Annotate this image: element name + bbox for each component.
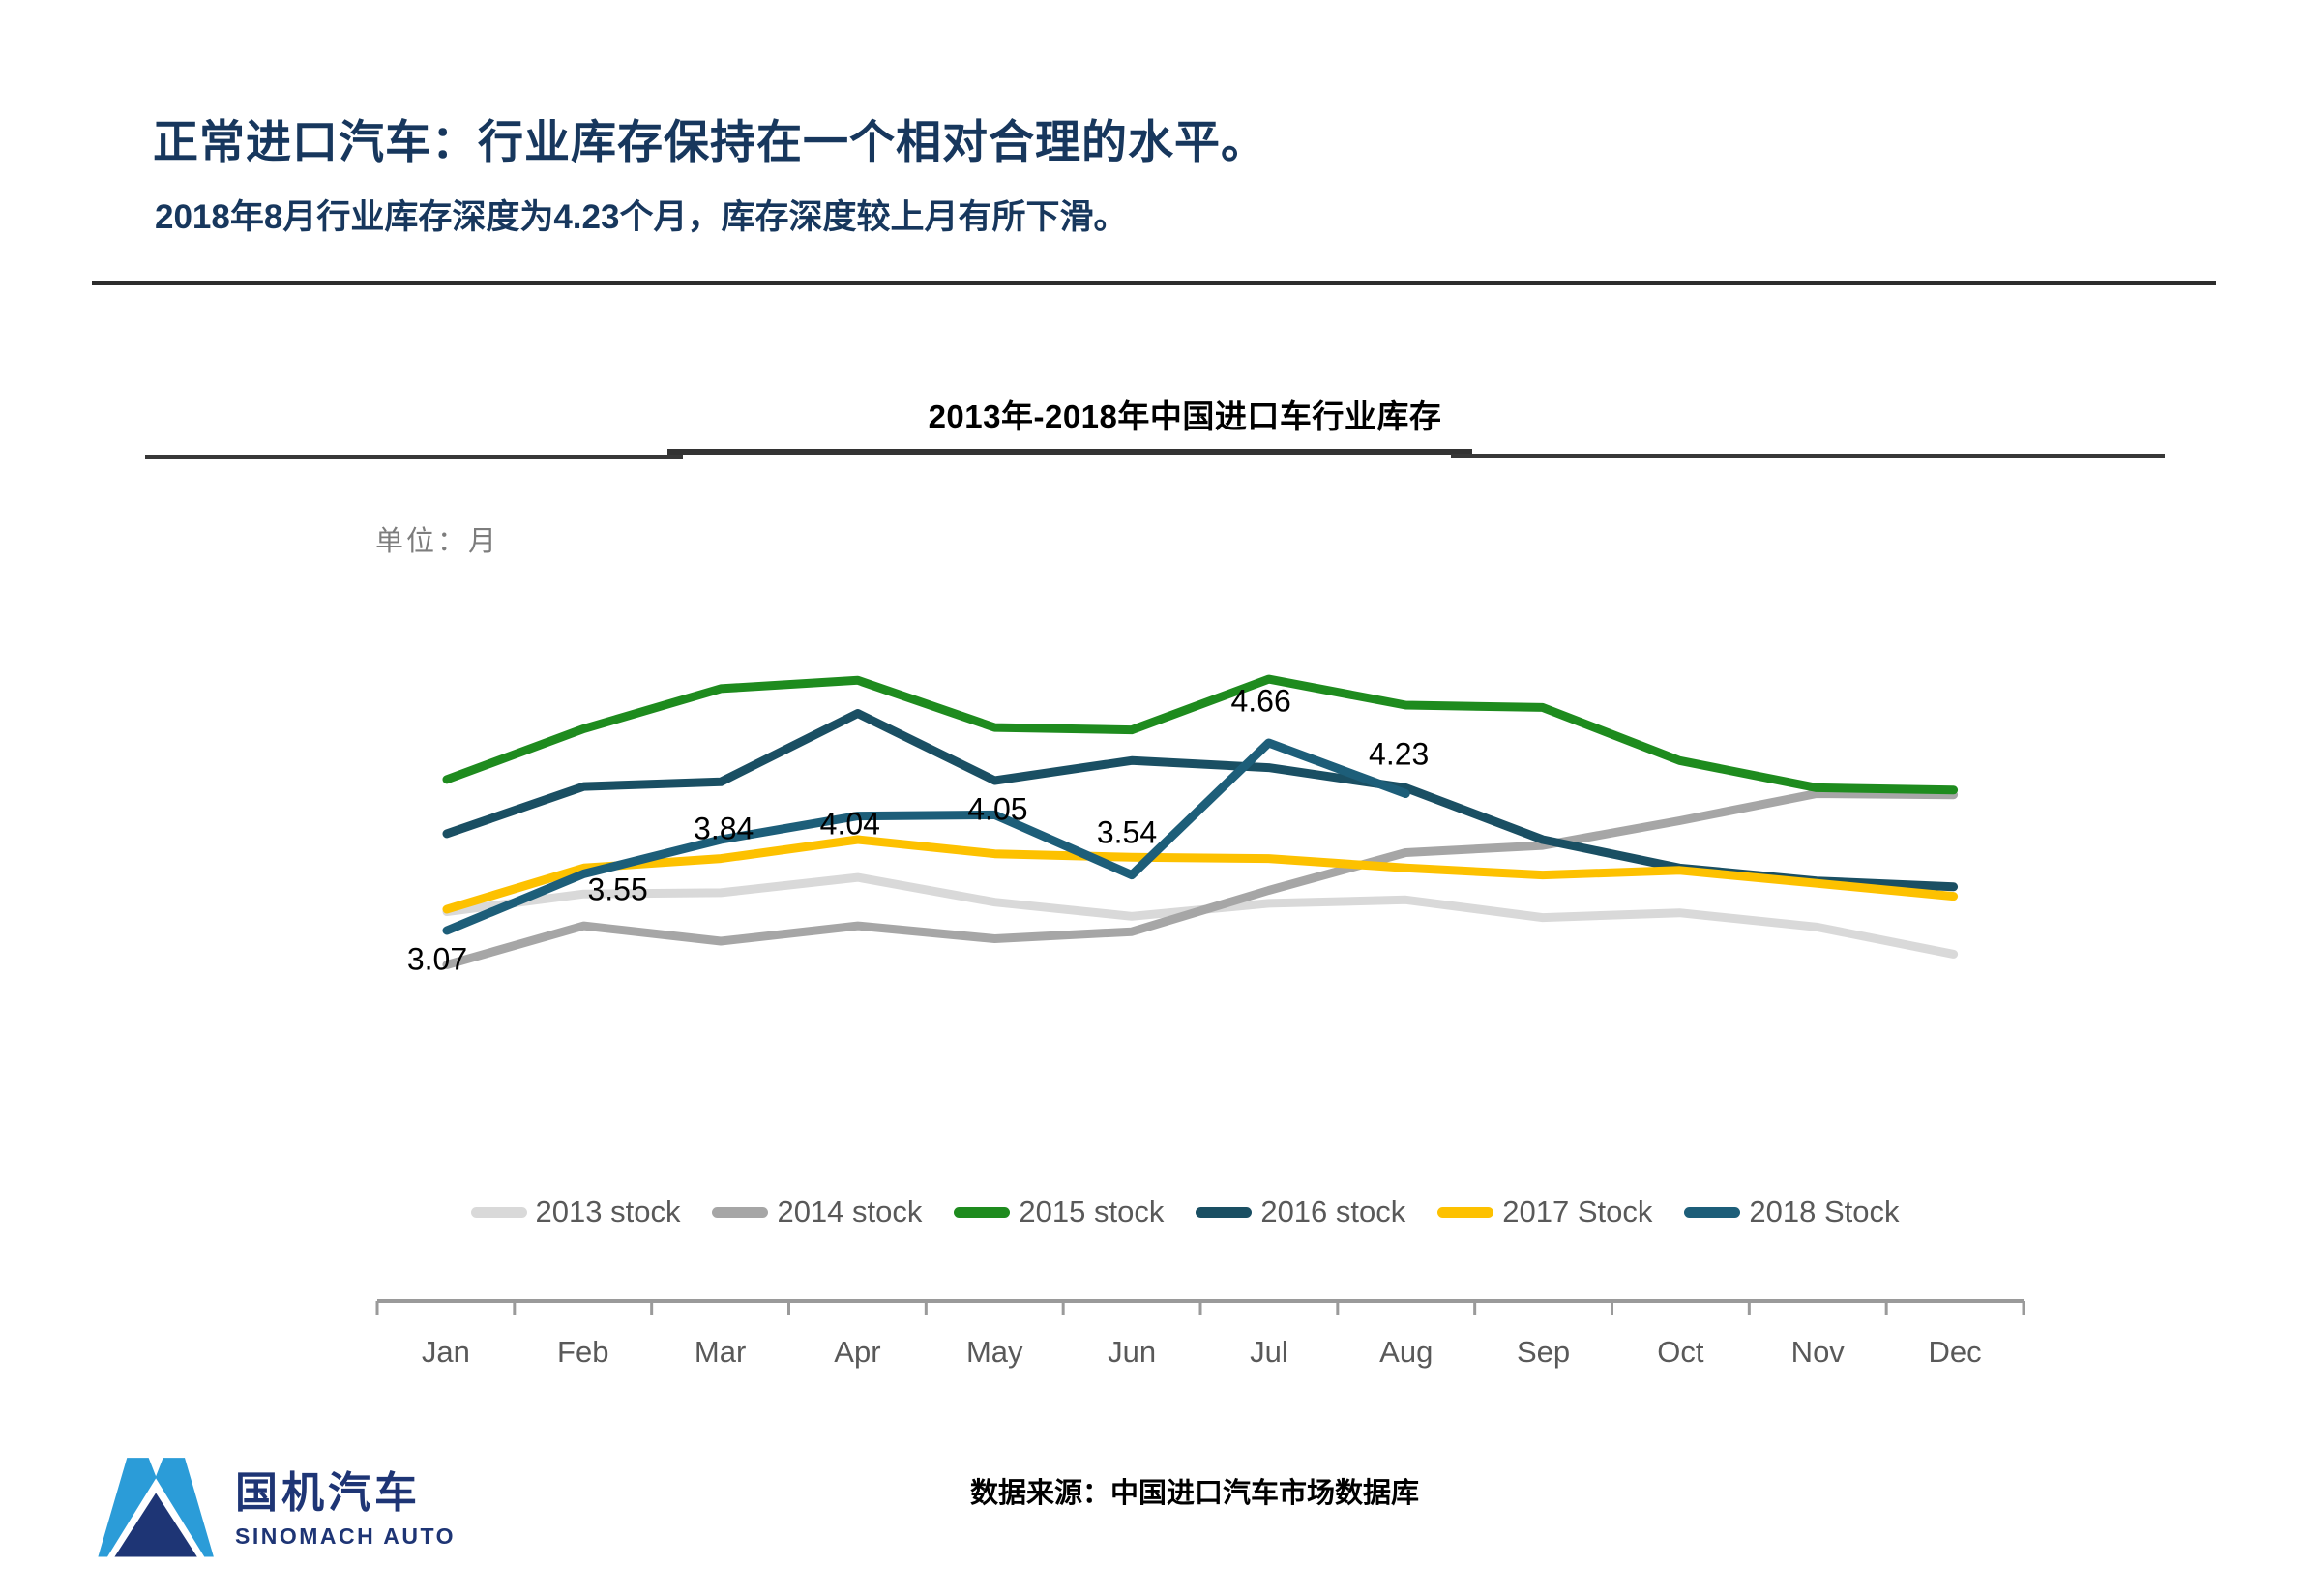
x-axis-label-mar: Mar <box>694 1335 747 1369</box>
chart-legend: 2013 stock 2014 stock 2015 stock 2016 stock… <box>0 1191 2306 1233</box>
data-label-mar: 3.84 <box>694 811 754 846</box>
data-label-feb: 3.55 <box>587 872 648 907</box>
data-label-jun: 3.54 <box>1096 814 1158 850</box>
data-label-aug: 4.23 <box>1369 736 1430 772</box>
x-axis-label-dec: Dec <box>1928 1335 1982 1369</box>
data-label-may: 4.05 <box>967 791 1028 827</box>
chart-title-divider-middle <box>667 449 1472 455</box>
page-title: 正常进口汽车：行业库存保持在一个相对合理的水平。 <box>153 116 1267 167</box>
chart-title-divider-left <box>145 455 683 459</box>
line-2017-stock <box>442 835 1959 914</box>
legend-swatch <box>1437 1206 1494 1218</box>
legend-item-2017-stock: 2017 Stock <box>1437 1195 1652 1229</box>
legend-label: 2017 Stock <box>1502 1195 1653 1228</box>
legend-label: 2018 Stock <box>1749 1195 1900 1228</box>
logo-text-cn: 国机汽车 <box>235 1468 421 1517</box>
sinomach-mountain-icon <box>98 1458 214 1557</box>
x-axis-label-jun: Jun <box>1108 1335 1157 1369</box>
x-axis-label-nov: Nov <box>1790 1335 1845 1369</box>
line-2014-stock <box>442 789 1959 969</box>
x-axis-label-may: May <box>965 1335 1023 1369</box>
x-axis-label-sep: Sep <box>1516 1335 1571 1369</box>
legend-swatch <box>1684 1206 1741 1218</box>
legend-label: 2015 stock <box>1019 1195 1165 1228</box>
data-label-jan: 3.07 <box>406 941 468 977</box>
page-subtitle: 2018年8月行业库存深度为4.23个月，库存深度较上月有所下滑。 <box>155 198 1128 236</box>
logo-text-en: SINOMACH AUTO <box>235 1522 456 1549</box>
chart-title-divider-right <box>1451 454 2165 458</box>
line-2013-stock <box>442 872 1959 959</box>
x-axis <box>375 1299 2025 1315</box>
legend-item-2018-stock: 2018 Stock <box>1684 1195 1899 1229</box>
company-logo: 国机汽车 SINOMACH AUTO <box>92 1441 456 1565</box>
x-axis-label-apr: Apr <box>834 1335 881 1369</box>
legend-label: 2014 stock <box>777 1195 923 1228</box>
legend-swatch <box>1196 1206 1253 1218</box>
legend-item-2013-stock: 2013 stock <box>470 1195 681 1229</box>
line-2018-stock <box>442 738 1410 935</box>
legend-label: 2013 stock <box>535 1195 681 1228</box>
legend-item-2015-stock: 2015 stock <box>954 1195 1164 1229</box>
legend-swatch <box>470 1206 527 1218</box>
data-label-jul: 4.66 <box>1230 683 1291 719</box>
chart-series-lines <box>442 674 1959 969</box>
x-axis-label-jul: Jul <box>1250 1335 1288 1369</box>
legend-item-2014-stock: 2014 stock <box>712 1195 922 1229</box>
legend-label: 2016 stock <box>1260 1195 1406 1228</box>
chart-title: 2013年-2018年中国进口车行业库存 <box>928 399 1442 434</box>
header-divider <box>92 281 2216 285</box>
legend-item-2016-stock: 2016 stock <box>1196 1195 1405 1229</box>
x-axis-label-oct: Oct <box>1657 1335 1704 1369</box>
data-label-apr: 4.04 <box>819 806 880 842</box>
x-axis-label-aug: Aug <box>1379 1335 1434 1369</box>
x-axis-label-jan: Jan <box>421 1335 470 1369</box>
legend-swatch <box>954 1206 1011 1218</box>
unit-label: 单位：月 <box>375 526 500 557</box>
line-2015-stock <box>442 674 1959 795</box>
legend-swatch <box>712 1206 769 1218</box>
x-axis-label-feb: Feb <box>557 1335 609 1369</box>
data-source-note: 数据来源：中国进口汽车市场数据库 <box>969 1478 1419 1509</box>
